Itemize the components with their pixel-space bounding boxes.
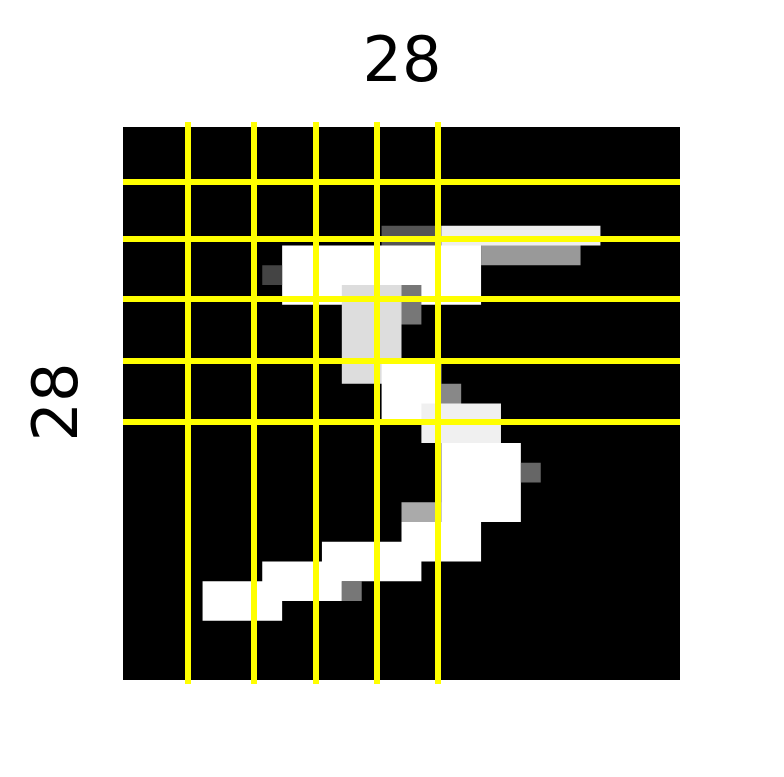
grid — [123, 122, 680, 684]
pixel-block — [262, 265, 283, 285]
pixel-block — [401, 285, 422, 325]
pixel-block — [341, 581, 362, 601]
pixel-block — [202, 581, 283, 621]
pixel-block — [441, 225, 601, 246]
pixel-block — [441, 383, 462, 404]
pixel-block — [381, 225, 442, 246]
pixel-block — [520, 462, 541, 483]
width-label: 28 — [363, 23, 442, 96]
pixel-block — [481, 245, 581, 266]
pixel-block — [401, 502, 442, 522]
pixel-block — [441, 443, 521, 522]
height-label: 28 — [19, 363, 92, 442]
